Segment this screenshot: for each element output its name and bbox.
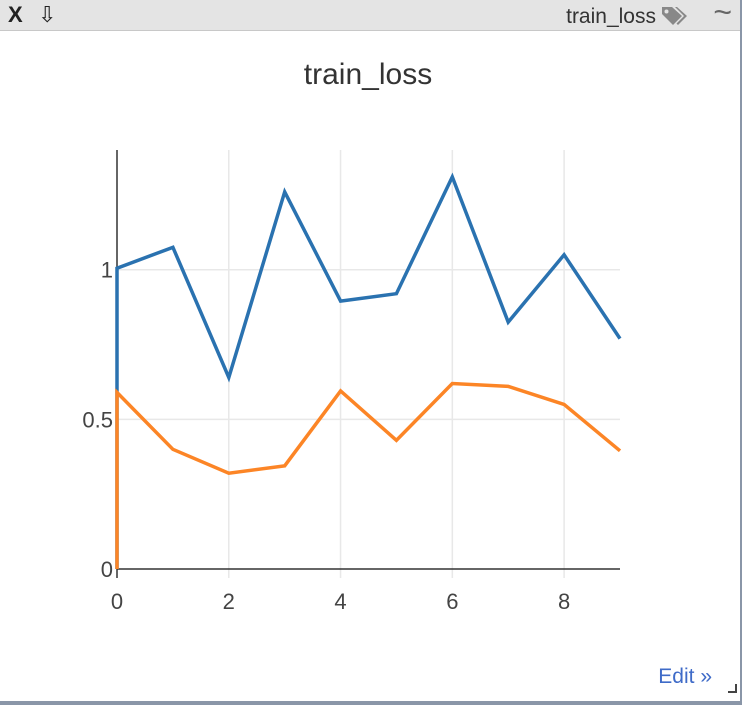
download-icon[interactable]: ⇩ [38,2,57,27]
x-tick-label: 4 [334,589,346,614]
close-button[interactable]: X [8,2,23,27]
x-tick-label: 0 [111,589,123,614]
chart-title: train_loss [303,58,433,91]
y-tick-label: 0 [101,557,113,582]
series-line-1 [115,172,622,569]
line-chart: 0 2 4 6 8 0 0.5 1 [82,150,622,614]
smooth-toggle-icon[interactable]: ~ [713,0,732,30]
axes [116,150,620,578]
x-tick-label: 6 [446,589,458,614]
tags-icon[interactable] [660,4,690,33]
window-title: train_loss [566,5,656,28]
x-tick-label: 2 [223,589,235,614]
y-tick-label: 0.5 [82,407,113,432]
grid-lines [117,150,620,578]
edit-link[interactable]: Edit » [658,665,712,688]
resize-handle[interactable] [726,681,738,699]
title-bar: X ⇩ train_loss ~ [0,0,740,31]
y-tick-label: 1 [101,258,113,283]
x-tick-label: 8 [558,589,570,614]
series-lines [115,172,622,569]
tick-labels: 0 2 4 6 8 0 0.5 1 [82,258,570,614]
series-line-2 [115,381,622,569]
